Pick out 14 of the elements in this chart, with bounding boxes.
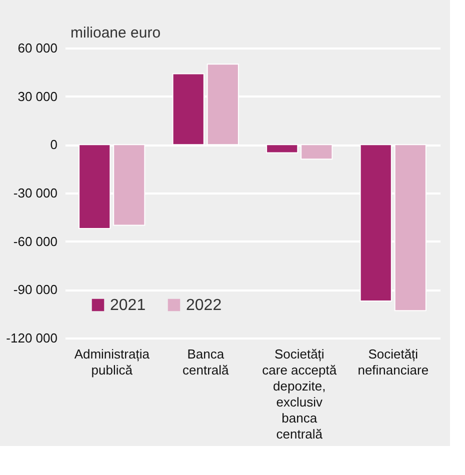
y-tick-label: 60 000 [18, 40, 58, 56]
y-tick-label: 30 000 [18, 88, 58, 104]
y-tick-label: -30 000 [13, 186, 58, 200]
y-tick-label: -120 000 [6, 330, 58, 346]
legend-label: 2021 [110, 297, 146, 314]
x-tick-label: Societăți care acceptă depozite, exclusiv banca centrală [262, 346, 338, 442]
y-tick-label: 0 [50, 137, 58, 152]
y-axis-title: milioane euro [70, 24, 161, 42]
y-tick-label: -60 000 [13, 234, 58, 249]
x-tick-label: Administrația publică [74, 346, 150, 378]
legend-label: 2022 [186, 297, 222, 314]
x-tick-label: Societăți nefinanciare [358, 346, 429, 378]
y-tick-label: -90 000 [13, 282, 58, 298]
x-tick-label: Banca centrală [182, 346, 230, 378]
